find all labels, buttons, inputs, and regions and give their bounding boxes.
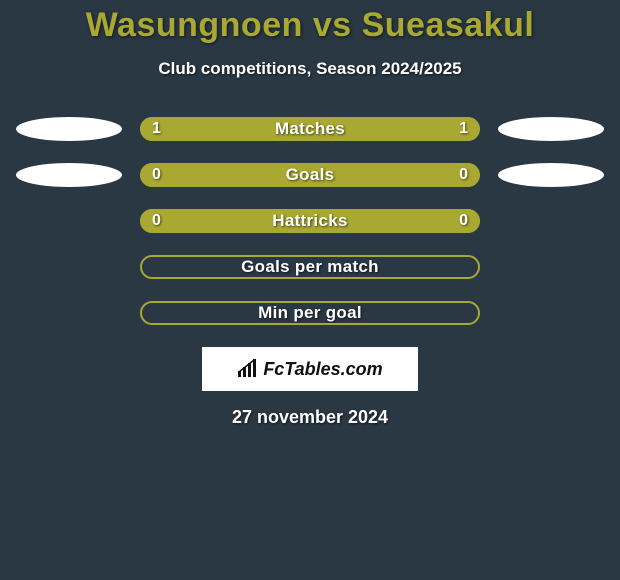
stat-bar: Min per goal: [140, 301, 480, 325]
stat-row: 00Hattricks: [0, 209, 620, 233]
stat-label: Min per goal: [142, 303, 478, 323]
spacer: [16, 301, 122, 325]
stat-bar: Goals per match: [140, 255, 480, 279]
stat-row: Goals per match: [0, 255, 620, 279]
brand-badge: FcTables.com: [202, 347, 418, 391]
stat-row: 00Goals: [0, 163, 620, 187]
spacer: [16, 255, 122, 279]
spacer: [498, 255, 604, 279]
spacer: [498, 209, 604, 233]
stat-row: 11Matches: [0, 117, 620, 141]
page-title: Wasungnoen vs Sueasakul: [0, 0, 620, 45]
chart-icon: [237, 359, 259, 379]
date-text: 27 november 2024: [0, 407, 620, 428]
stat-bar: 11Matches: [140, 117, 480, 141]
spacer: [498, 301, 604, 325]
brand-text: FcTables.com: [263, 359, 382, 380]
player-right-marker: [498, 163, 604, 187]
stat-bar: 00Goals: [140, 163, 480, 187]
player-left-marker: [16, 163, 122, 187]
stat-label: Hattricks: [140, 209, 480, 233]
stat-label: Matches: [140, 117, 480, 141]
stat-rows: 11Matches 00Goals 00Hattricks Goals per mat…: [0, 117, 620, 325]
subtitle: Club competitions, Season 2024/2025: [0, 59, 620, 79]
stat-label: Goals: [140, 163, 480, 187]
spacer: [16, 209, 122, 233]
player-right-marker: [498, 117, 604, 141]
stat-row: Min per goal: [0, 301, 620, 325]
player-left-marker: [16, 117, 122, 141]
stat-bar: 00Hattricks: [140, 209, 480, 233]
stat-label: Goals per match: [142, 257, 478, 277]
